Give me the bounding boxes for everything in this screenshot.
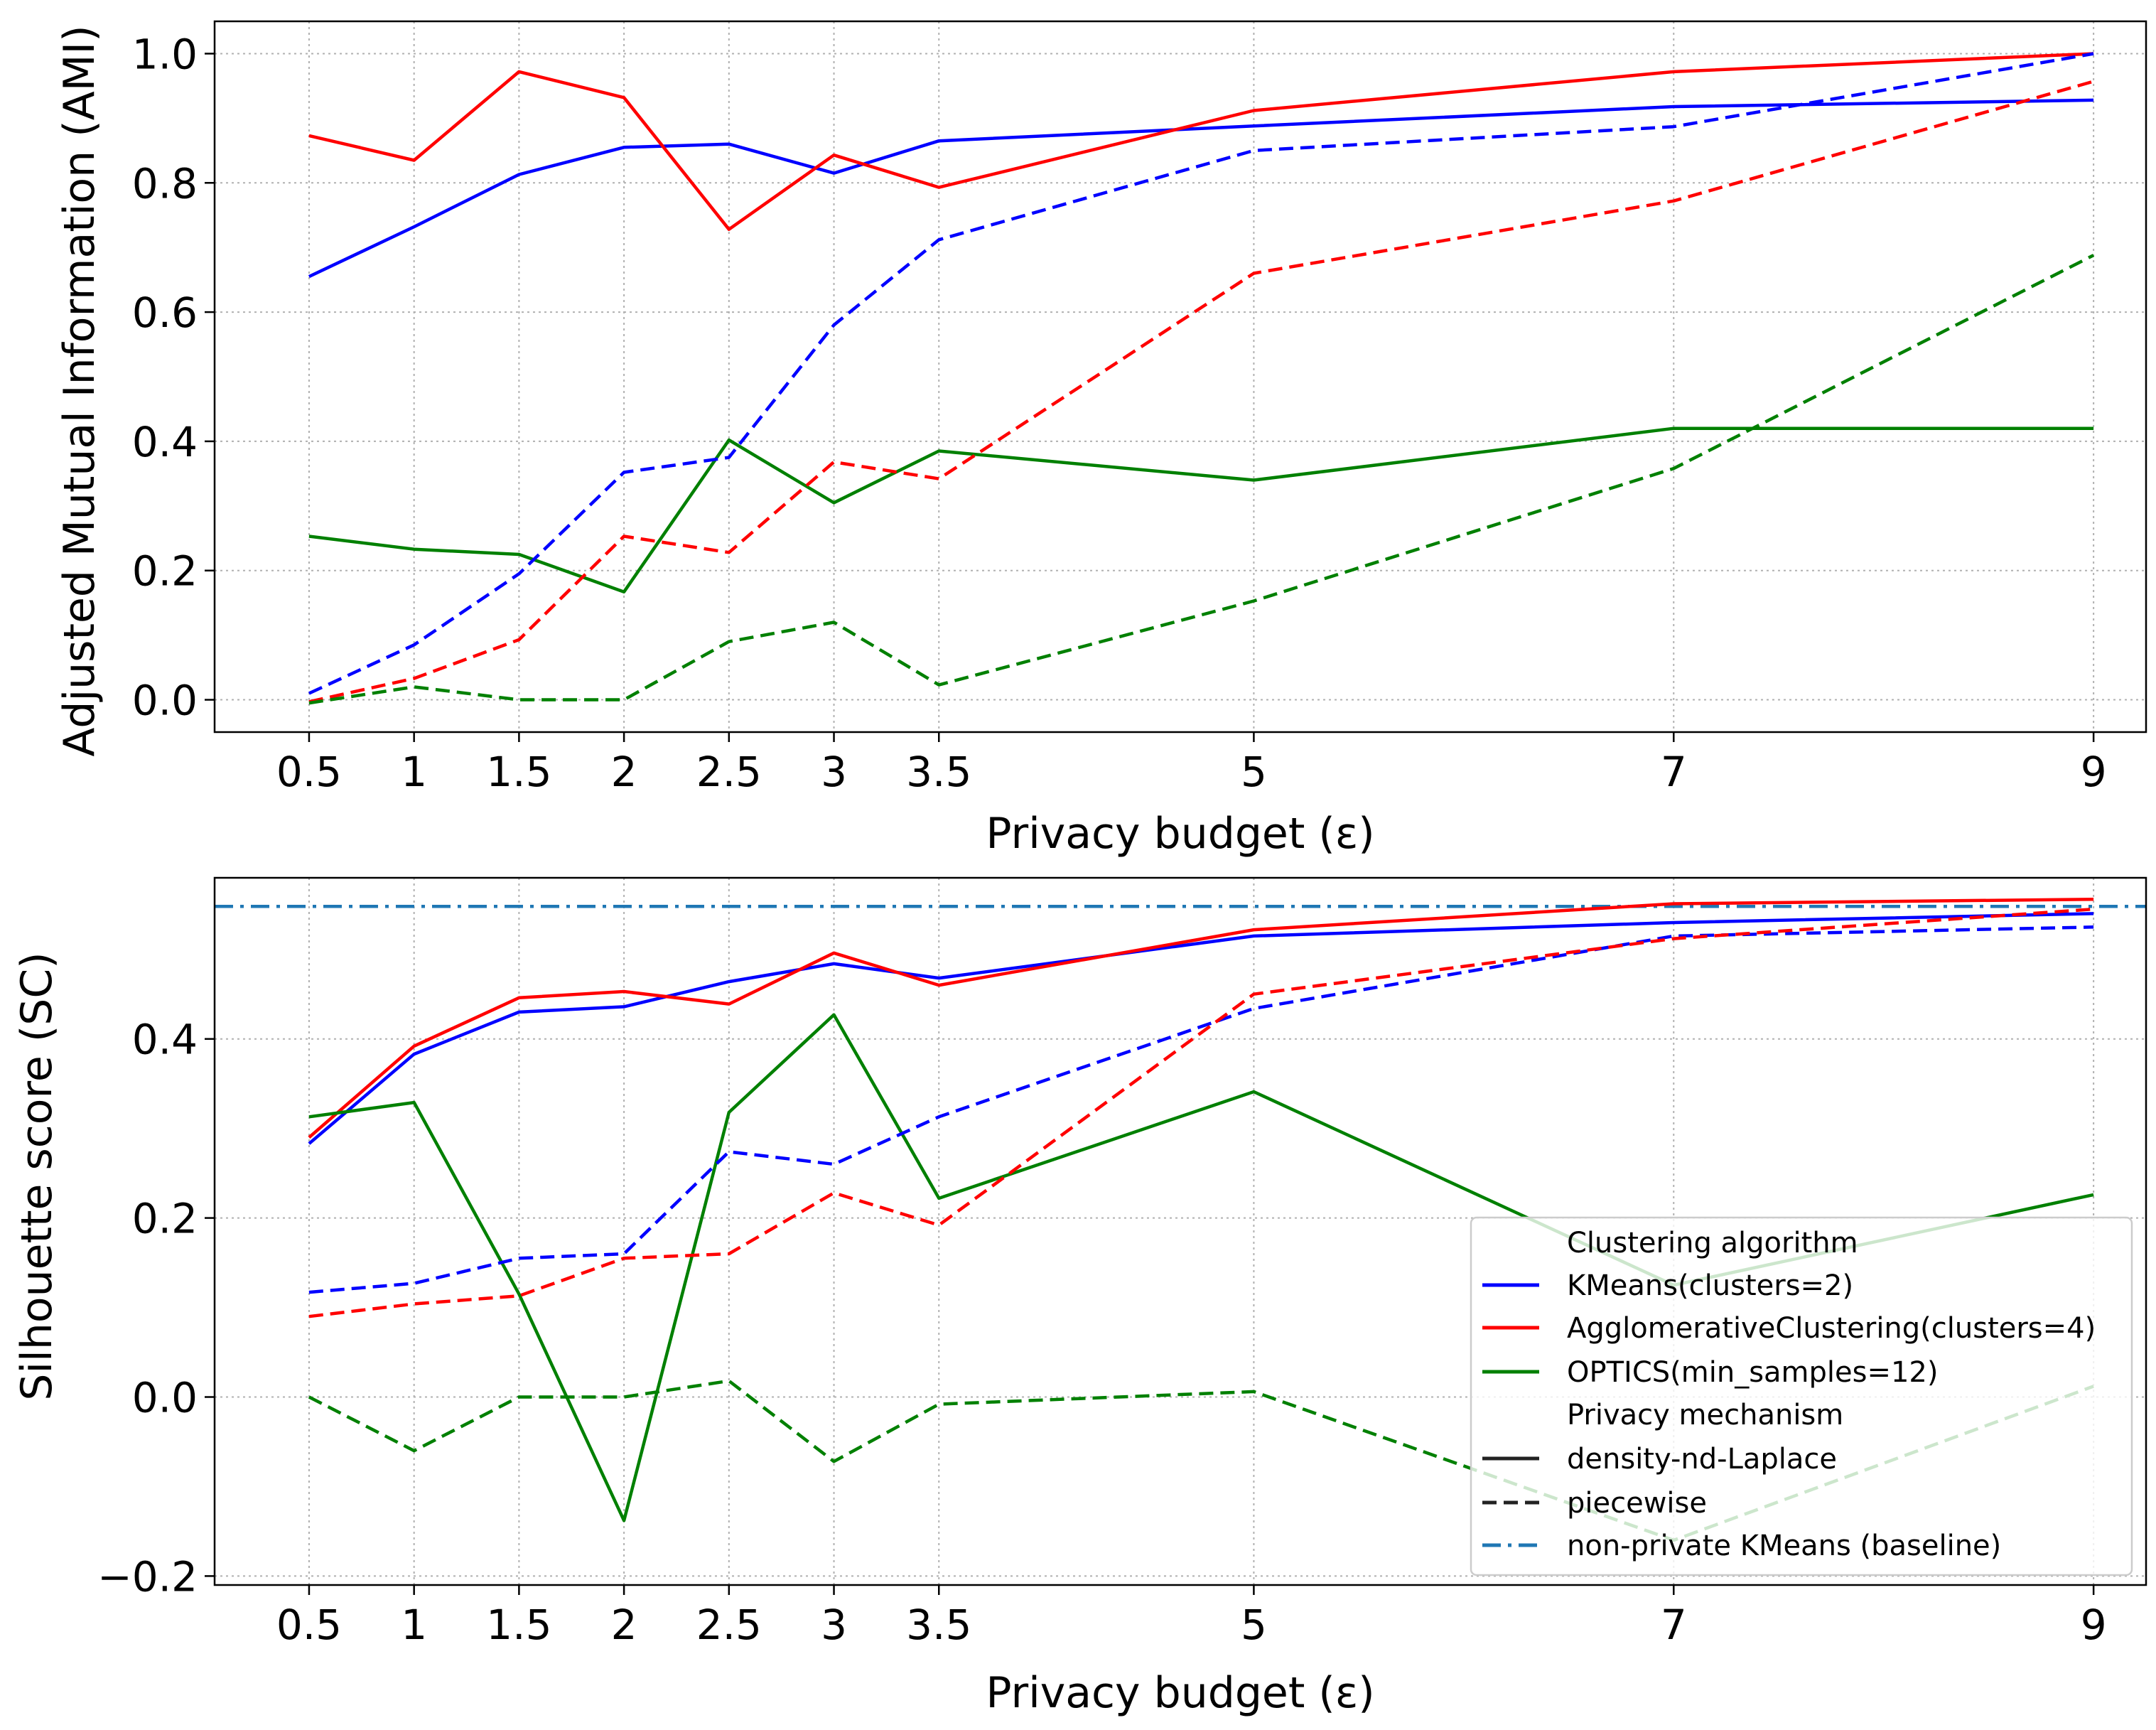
ami-y-tick-label: 1.0 xyxy=(132,30,198,78)
legend-label: AgglomerativeClustering(clusters=4) xyxy=(1567,1312,2096,1345)
ami-series-kmeans-clusters-2-dashed xyxy=(308,52,2094,695)
ami-x-tick-label: 0.5 xyxy=(276,748,342,796)
ami-x-tick-label: 5 xyxy=(1241,748,1267,796)
sc-y-tick-label: 0.0 xyxy=(132,1374,198,1422)
sc-x-tick-label: 7 xyxy=(1661,1601,1687,1649)
sc-x-tick-label: 9 xyxy=(2081,1601,2107,1649)
legend-box xyxy=(1470,1216,2133,1576)
ami-y-tick-label: 0.0 xyxy=(132,677,198,725)
ami-x-tick-label: 9 xyxy=(2081,748,2107,796)
ami-x-ticks: 0.5 1 1.5 2 2.5 3 3.5 5 7 9 xyxy=(276,732,2107,796)
sc-chart: 0.5 1 1.5 2 2.5 3 3.5 5 7 9 −0.2 0.0 0.2 0.4 Privacy… xyxy=(12,876,2147,1718)
sc-y-tick-label: 0.2 xyxy=(132,1195,198,1243)
sc-y-tick-label: 0.4 xyxy=(132,1016,198,1064)
sc-x-tick-label: 1.5 xyxy=(486,1601,551,1649)
legend-label: KMeans(clusters=2) xyxy=(1567,1269,1853,1302)
ami-y-ticks: 0.0 0.2 0.4 0.6 0.8 1.0 xyxy=(132,30,215,725)
sc-series-agglomerativeclustering-clusters-4-dashed xyxy=(308,907,2094,1318)
ami-series-kmeans-clusters-2-solid xyxy=(308,98,2094,279)
legend-entry-agglomerative: AgglomerativeClustering(clusters=4) xyxy=(1482,1312,2096,1345)
ami-y-tick-label: 0.8 xyxy=(132,159,198,208)
sc-x-tick-label: 2 xyxy=(611,1601,637,1649)
sc-plot-frame xyxy=(213,876,2147,1586)
sc-x-tick-label: 5 xyxy=(1241,1601,1267,1649)
ami-y-tick-label: 0.2 xyxy=(132,547,198,596)
ami-x-tick-label: 2.5 xyxy=(696,748,762,796)
ami-plot-frame xyxy=(213,20,2147,734)
sc-x-tick-label: 2.5 xyxy=(696,1601,762,1649)
legend-section-title-algorithm: Clustering algorithm xyxy=(1567,1227,1858,1259)
sc-series-agglomerativeclustering-clusters-4-solid xyxy=(308,897,2094,1139)
legend-entry-piecewise: piecewise xyxy=(1482,1487,1707,1520)
sc-x-tick-label: 1 xyxy=(401,1601,427,1649)
sc-y-tick-label: −0.2 xyxy=(97,1552,198,1601)
ami-series-optics-min-samples-12-solid xyxy=(308,426,2094,593)
legend-entry-optics: OPTICS(min_samples=12) xyxy=(1482,1356,1938,1389)
ami-series-agglomerativeclustering-clusters-4-dashed xyxy=(308,80,2094,704)
legend-label: non-private KMeans (baseline) xyxy=(1567,1530,2001,1562)
legend-section-title-mechanism: Privacy mechanism xyxy=(1567,1399,1843,1431)
sc-series-optics-min-samples-12-dashed xyxy=(308,1379,2094,1542)
ami-x-tick-label: 7 xyxy=(1661,748,1687,796)
ami-grid xyxy=(215,21,2146,732)
legend-label: piecewise xyxy=(1567,1487,1707,1520)
sc-x-axis-label: Privacy budget (ε) xyxy=(986,1668,1374,1718)
legend-label: OPTICS(min_samples=12) xyxy=(1567,1356,1938,1389)
ami-lines xyxy=(308,52,2095,705)
sc-lines xyxy=(308,897,2094,1542)
ami-x-tick-label: 3.5 xyxy=(906,748,971,796)
sc-x-tick-label: 3.5 xyxy=(906,1601,971,1649)
sc-x-tick-label: 3 xyxy=(821,1601,847,1649)
ami-y-tick-label: 0.6 xyxy=(132,289,198,337)
ami-y-tick-label: 0.4 xyxy=(132,418,198,466)
sc-x-tick-label: 0.5 xyxy=(276,1601,342,1649)
sc-series-kmeans-clusters-2-dashed xyxy=(308,925,2094,1294)
ami-x-tick-label: 1 xyxy=(401,748,427,796)
legend-entry-baseline: non-private KMeans (baseline) xyxy=(1482,1530,2001,1562)
sc-legend: Clustering algorithm KMeans(clusters=2) … xyxy=(1470,1216,2133,1576)
ami-series-agglomerativeclustering-clusters-4-solid xyxy=(308,52,2094,231)
sc-series-optics-min-samples-12-solid xyxy=(308,1013,2094,1522)
legend-entry-kmeans: KMeans(clusters=2) xyxy=(1482,1269,1853,1302)
ami-x-tick-label: 1.5 xyxy=(486,748,551,796)
ami-x-tick-label: 2 xyxy=(611,748,637,796)
ami-y-axis-label: Adjusted Mutual Information (AMI) xyxy=(55,25,104,756)
legend-label: density-nd-Laplace xyxy=(1567,1443,1837,1476)
ami-x-axis-label: Privacy budget (ε) xyxy=(986,809,1374,859)
sc-y-axis-label: Silhouette score (SC) xyxy=(12,952,62,1400)
ami-chart: 0.5 1 1.5 2 2.5 3 3.5 5 7 9 0.0 0.2 0.4 0.6 0.8 1.0 Pr… xyxy=(55,20,2147,859)
sc-x-ticks: 0.5 1 1.5 2 2.5 3 3.5 5 7 9 xyxy=(276,1585,2107,1649)
sc-series-kmeans-clusters-2-solid xyxy=(308,912,2094,1145)
ami-series-optics-min-samples-12-dashed xyxy=(308,254,2095,705)
sc-y-ticks: −0.2 0.0 0.2 0.4 xyxy=(97,1016,215,1601)
legend-entry-density-nd-laplace: density-nd-Laplace xyxy=(1482,1443,1837,1476)
ami-x-tick-label: 3 xyxy=(821,748,847,796)
